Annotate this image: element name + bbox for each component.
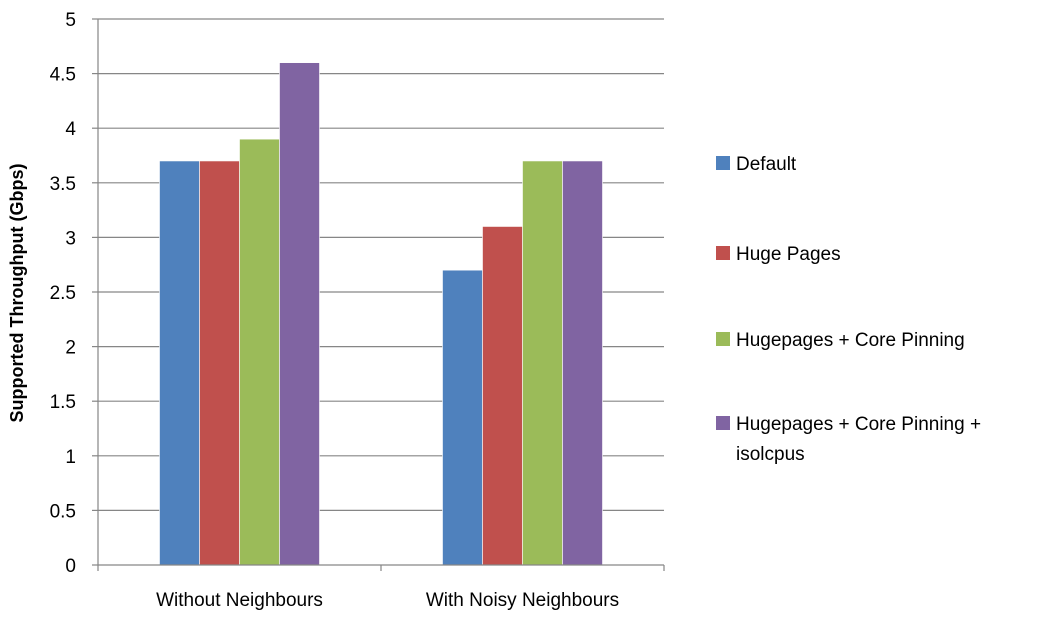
y-tick-label: 1.5 bbox=[50, 392, 76, 413]
bar-hugepages-core-pinning-with-noisy-neighbours bbox=[522, 160, 563, 566]
legend-label: Huge Pages bbox=[736, 244, 841, 265]
y-tick-label: 2 bbox=[65, 338, 76, 359]
bar-hugepages-core-pinning-without-neighbours bbox=[239, 138, 280, 566]
x-category-labels: Without Neighbours With Noisy Neighbours bbox=[156, 590, 619, 611]
bar-default-without-neighbours bbox=[159, 160, 200, 566]
bars bbox=[159, 62, 603, 566]
x-category-label: With Noisy Neighbours bbox=[426, 590, 619, 611]
y-tick-label: 0.5 bbox=[50, 501, 76, 522]
bar-huge-pages-with-noisy-neighbours bbox=[482, 226, 523, 566]
y-tick-label: 3.5 bbox=[50, 174, 76, 195]
x-category-label: Without Neighbours bbox=[156, 590, 323, 611]
legend-swatch bbox=[716, 246, 730, 260]
bar-hugepages-core-pinning-isolcpus-with-noisy-neighbours bbox=[562, 160, 603, 566]
y-tick-label: 5 bbox=[65, 10, 76, 31]
y-tick-label: 4 bbox=[65, 119, 76, 140]
legend-label: Default bbox=[736, 154, 797, 175]
legend-swatch bbox=[716, 416, 730, 430]
y-tick-label: 1 bbox=[65, 447, 76, 468]
y-axis-title: Supported Throughput (Gbps) bbox=[7, 164, 27, 423]
bar-huge-pages-without-neighbours bbox=[199, 160, 240, 566]
legend-label: Hugepages + Core Pinning + isolcpus bbox=[736, 414, 981, 465]
y-tick-label: 0 bbox=[65, 556, 76, 577]
bar-default-with-noisy-neighbours bbox=[442, 269, 483, 566]
legend-swatch bbox=[716, 332, 730, 346]
axes bbox=[92, 18, 665, 571]
bar-hugepages-core-pinning-isolcpus-without-neighbours bbox=[279, 62, 320, 566]
y-tick-label: 3 bbox=[65, 228, 76, 249]
y-tick-label: 2.5 bbox=[50, 283, 76, 304]
legend-swatch bbox=[716, 156, 730, 170]
y-tick-label: 4.5 bbox=[50, 65, 76, 86]
legend-label: Hugepages + Core Pinning bbox=[736, 330, 965, 351]
legend: Default Huge Pages Hugepages + Core Pinnin… bbox=[716, 154, 981, 465]
y-tick-labels: 0 0.5 1 1.5 2 2.5 3 3.5 4 4.5 5 bbox=[50, 10, 77, 577]
